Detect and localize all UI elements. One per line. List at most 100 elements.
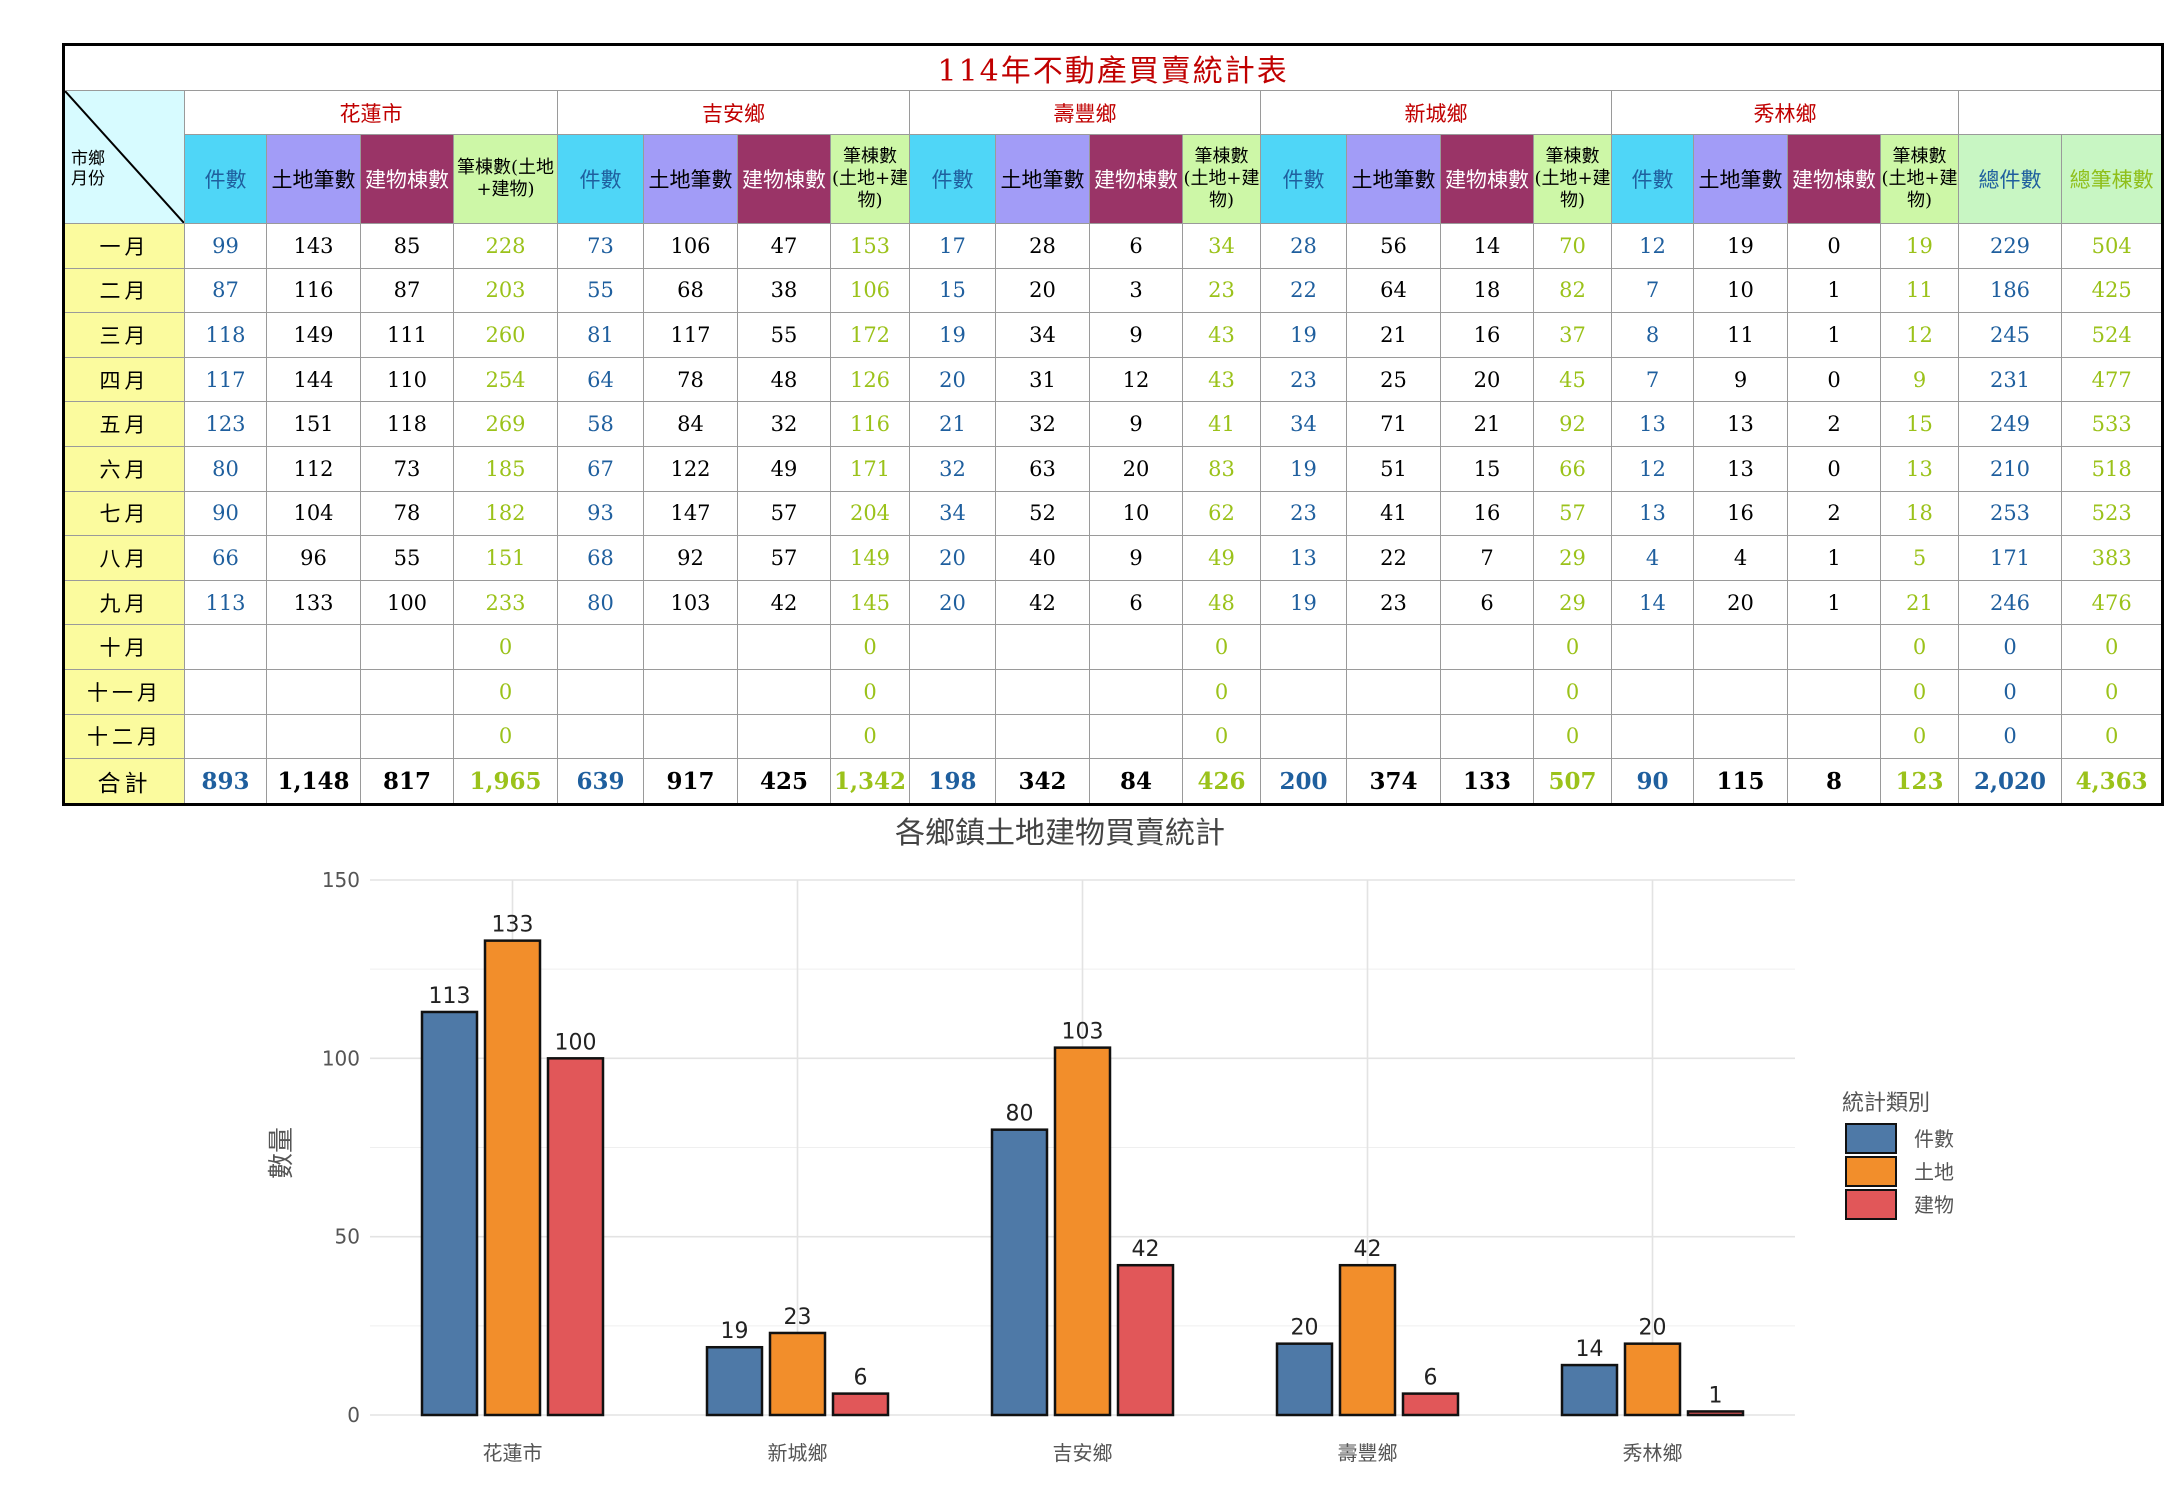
table-cell: 41 — [1182, 401, 1261, 447]
table-row: 十一月 0 0 0 0 0 0 0 — [62, 668, 2165, 715]
table-cell: 19 — [909, 312, 996, 358]
table-cell: 2 — [1787, 401, 1881, 447]
table-cell: 110 — [360, 356, 454, 403]
table-cell: 0 — [1182, 713, 1261, 760]
table-cell: 34 — [995, 312, 1090, 358]
table-cell — [360, 624, 454, 670]
table-cell: 83 — [1182, 445, 1261, 492]
table-cell: 13 — [1611, 490, 1694, 537]
table-cell: 64 — [557, 356, 644, 403]
table-cell: 80 — [557, 579, 644, 626]
table-cell: 28 — [995, 223, 1090, 269]
bar-building — [1116, 1263, 1175, 1417]
subheader-sum-a-3: 筆棟數(土地+建物) — [1182, 134, 1261, 224]
table-cell: 34 — [1260, 401, 1347, 447]
table-cell — [184, 713, 267, 760]
table-cell — [557, 668, 644, 715]
table-cell: 0 — [1787, 223, 1881, 269]
table-cell: 29 — [1533, 535, 1612, 581]
total-sum-cell: 0 — [2060, 624, 2165, 670]
table-cell — [1260, 624, 1347, 670]
total-cell: 893 — [184, 758, 267, 807]
table-cell: 92 — [1533, 401, 1612, 447]
month-label: 五月 — [62, 401, 185, 447]
table-cell: 58 — [557, 401, 644, 447]
table-cell: 1 — [1787, 535, 1881, 581]
table-cell: 9 — [1089, 401, 1183, 447]
table-cell: 145 — [830, 579, 910, 626]
table-cell: 117 — [184, 356, 267, 403]
data-label: 6 — [854, 1366, 868, 1391]
table-cell: 45 — [1533, 356, 1612, 403]
table-cell: 29 — [1533, 579, 1612, 626]
table-cell: 57 — [737, 490, 831, 537]
table-cell: 18 — [1880, 490, 1959, 537]
table-cell: 20 — [995, 267, 1090, 314]
table-cell — [1089, 713, 1183, 760]
statistics-table: 114年不動產買賣統計表 市鄉 月份 花蓮市 吉安鄉 壽豐鄉 新城鄉 秀林鄉 件數 土地筆… — [61, 43, 2165, 807]
total-cell: 507 — [1533, 758, 1612, 807]
subheader-building-3: 建物棟數 — [1089, 134, 1183, 224]
town-header-1: 花蓮市 — [184, 90, 558, 135]
total-count-cell: 231 — [1958, 356, 2062, 403]
table-cell: 13 — [1693, 401, 1788, 447]
table-cell: 4 — [1611, 535, 1694, 581]
table-cell: 42 — [737, 579, 831, 626]
table-cell: 16 — [1440, 312, 1534, 358]
table-row: 九月 113 133 100 233 80 103 42 145 20 42 6 48 19 23 6 29 14… — [62, 579, 2165, 626]
y-tick-label: 100 — [322, 1046, 360, 1070]
table-cell: 143 — [266, 223, 361, 269]
table-cell: 32 — [737, 401, 831, 447]
table-cell: 0 — [1787, 356, 1881, 403]
table-cell: 144 — [266, 356, 361, 403]
table-cell: 7 — [1611, 267, 1694, 314]
subheader-building-4: 建物棟數 — [1440, 134, 1534, 224]
month-label: 十二月 — [62, 713, 185, 760]
table-cell: 19 — [1880, 223, 1959, 269]
total-cell: 90 — [1611, 758, 1694, 807]
bar-land — [1053, 1046, 1112, 1417]
table-cell — [1089, 668, 1183, 715]
table-cell: 20 — [909, 579, 996, 626]
table-cell — [995, 624, 1090, 670]
corner-label-town: 市鄉 — [71, 149, 105, 169]
subheader-count-3: 件數 — [909, 134, 996, 224]
table-cell: 55 — [737, 312, 831, 358]
data-label: 42 — [1132, 1237, 1160, 1262]
total-sum-cell: 0 — [2060, 668, 2165, 715]
total-cell: 133 — [1440, 758, 1534, 807]
table-cell — [557, 624, 644, 670]
table-cell: 171 — [830, 445, 910, 492]
table-cell: 70 — [1533, 223, 1612, 269]
bar-land — [1623, 1342, 1682, 1417]
table-cell: 123 — [184, 401, 267, 447]
total-sum-cell: 524 — [2060, 312, 2165, 358]
bar-building — [831, 1392, 890, 1417]
table-cell: 73 — [557, 223, 644, 269]
table-cell: 82 — [1533, 267, 1612, 314]
legend-swatch — [1845, 1189, 1897, 1220]
chart-axes: 0 50 100 150 花蓮市 新城鄉 吉安鄉 壽豐鄉 秀林鄉 — [322, 868, 1683, 1465]
month-label: 六月 — [62, 445, 185, 492]
table-cell: 42 — [995, 579, 1090, 626]
y-tick-label: 0 — [347, 1403, 360, 1427]
bar-land — [1338, 1263, 1397, 1417]
table-cell — [1693, 713, 1788, 760]
total-cell: 198 — [909, 758, 996, 807]
data-label: 1 — [1709, 1383, 1723, 1408]
table-cell: 68 — [643, 267, 738, 314]
table-cell: 23 — [1182, 267, 1261, 314]
subheader-land-3: 土地筆數 — [995, 134, 1090, 224]
bar-chart: 各鄉鎮土地建物買賣統計 113 133 100 19 23 6 80 103 42 20 42 6 14… — [267, 816, 1954, 1465]
table-cell: 0 — [830, 668, 910, 715]
table-cell: 104 — [266, 490, 361, 537]
table-cell: 151 — [266, 401, 361, 447]
total-cell: 123 — [1880, 758, 1959, 807]
table-cell: 9 — [1880, 356, 1959, 403]
month-label: 十一月 — [62, 668, 185, 715]
legend-title: 統計類別 — [1842, 1091, 1930, 1116]
table-cell: 21 — [909, 401, 996, 447]
total-count-cell: 171 — [1958, 535, 2062, 581]
total-sum-cell: 0 — [2060, 713, 2165, 760]
